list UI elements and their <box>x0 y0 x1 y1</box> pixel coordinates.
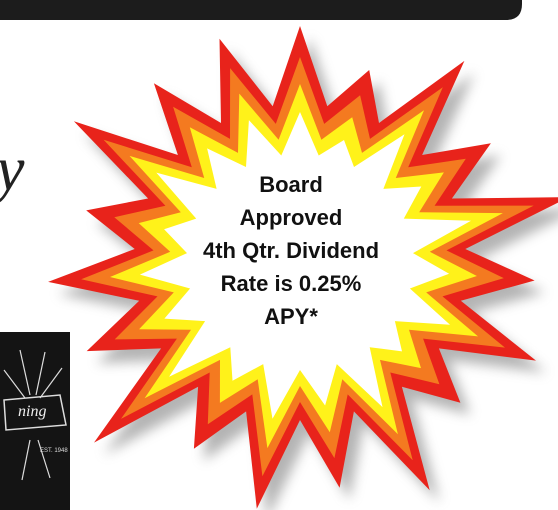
burst-line: 4th Qtr. Dividend <box>203 238 379 263</box>
starburst <box>48 26 558 510</box>
burst-line: APY* <box>264 304 318 329</box>
logo-text: EST. 1948 <box>40 448 68 454</box>
burst-line: Approved <box>240 205 343 230</box>
logo-panel <box>0 332 70 510</box>
logo-word: ning <box>18 403 46 420</box>
burst-line: Board <box>259 172 323 197</box>
logo: ning EST. 1948 <box>0 332 70 510</box>
top-banner <box>0 0 522 20</box>
fragment-text: y <box>0 133 25 204</box>
burst-line: Rate is 0.25% <box>221 271 362 296</box>
scene: y ning EST. 1948 Board Approved 4th Qtr. D… <box>0 0 558 510</box>
